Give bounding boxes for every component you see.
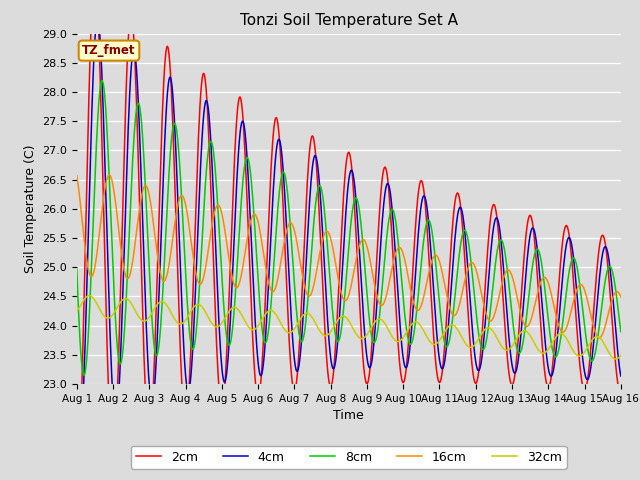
16cm xyxy=(448,310,456,316)
2cm xyxy=(448,236,456,242)
4cm xyxy=(217,356,225,362)
8cm xyxy=(449,318,456,324)
X-axis label: Time: Time xyxy=(333,409,364,422)
8cm xyxy=(217,262,225,267)
32cm xyxy=(341,314,349,320)
2cm xyxy=(193,173,201,179)
4cm xyxy=(617,373,625,379)
32cm xyxy=(73,309,81,314)
16cm xyxy=(394,245,402,251)
4cm xyxy=(449,269,456,275)
4cm xyxy=(194,231,202,237)
8cm xyxy=(73,266,81,272)
2cm xyxy=(394,339,402,345)
Line: 4cm: 4cm xyxy=(77,19,621,440)
Line: 32cm: 32cm xyxy=(77,296,621,359)
32cm xyxy=(617,352,625,358)
2cm xyxy=(568,256,575,262)
Text: TZ_fmet: TZ_fmet xyxy=(82,44,136,57)
Legend: 2cm, 4cm, 8cm, 16cm, 32cm: 2cm, 4cm, 8cm, 16cm, 32cm xyxy=(131,446,567,469)
8cm xyxy=(395,244,403,250)
32cm xyxy=(85,293,93,299)
Line: 2cm: 2cm xyxy=(77,0,621,480)
16cm xyxy=(106,172,113,178)
8cm xyxy=(617,329,625,335)
16cm xyxy=(73,173,81,179)
4cm xyxy=(76,437,83,443)
16cm xyxy=(216,205,224,211)
4cm xyxy=(395,302,403,308)
Line: 8cm: 8cm xyxy=(77,81,621,375)
2cm xyxy=(216,399,224,405)
32cm xyxy=(193,302,201,308)
32cm xyxy=(568,345,575,351)
4cm xyxy=(342,211,349,216)
8cm xyxy=(342,281,349,287)
32cm xyxy=(216,322,224,328)
8cm xyxy=(80,372,88,378)
2cm xyxy=(341,172,349,178)
Y-axis label: Soil Temperature (C): Soil Temperature (C) xyxy=(24,144,36,273)
16cm xyxy=(617,294,625,300)
8cm xyxy=(568,256,576,262)
Title: Tonzi Soil Temperature Set A: Tonzi Soil Temperature Set A xyxy=(240,13,458,28)
8cm xyxy=(194,311,202,316)
4cm xyxy=(93,16,101,22)
32cm xyxy=(612,356,620,362)
16cm xyxy=(341,298,349,303)
32cm xyxy=(448,322,456,328)
8cm xyxy=(98,78,106,84)
32cm xyxy=(394,339,402,345)
16cm xyxy=(595,335,603,341)
4cm xyxy=(568,247,576,252)
Line: 16cm: 16cm xyxy=(77,175,621,338)
16cm xyxy=(193,275,201,281)
4cm xyxy=(73,415,81,421)
16cm xyxy=(568,306,575,312)
2cm xyxy=(617,391,625,396)
